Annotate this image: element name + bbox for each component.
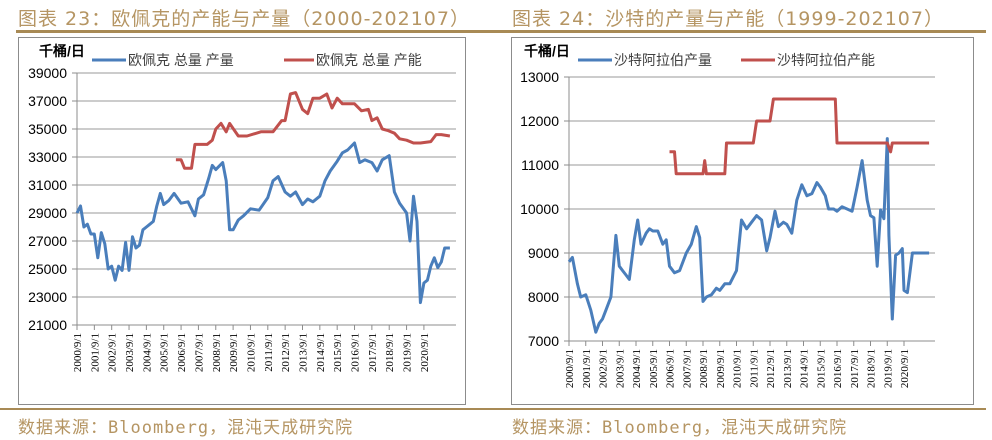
x-tick-label: 2019/9/1 (882, 349, 894, 388)
x-tick-label: 2013/9/1 (782, 349, 794, 388)
right-figure-title: 图表 24：沙特的产量与产能（1999-202107） (512, 8, 944, 30)
production-series-line (75, 141, 450, 305)
x-tick-label: 2009/9/1 (715, 349, 727, 388)
left-figure-panel: 图表 23：欧佩克的产能与产量（2000-202107） 21000 23000 2… (0, 8, 496, 438)
left-source-divider (0, 408, 496, 410)
x-tick-label: 2017/9/1 (849, 349, 861, 388)
x-tick-label: 2017/9/1 (367, 333, 379, 372)
x-tick-label: 2000/9/1 (72, 333, 84, 372)
x-tick-label: 2014/9/1 (315, 333, 327, 372)
x-tick-label: 2012/9/1 (765, 349, 777, 388)
x-tick-label: 2010/9/1 (732, 349, 744, 388)
left-title-divider (16, 30, 496, 33)
x-tick-label: 2008/9/1 (211, 333, 223, 372)
saudi-chart-canvas: 7000 8000 9000 10000 11000 12000 13000 2000/9/1… (520, 43, 935, 388)
saudi-chart: 7000 8000 9000 10000 11000 12000 13000 2000/9/1… (511, 37, 974, 405)
left-source-note: 数据来源：Bloomberg，混沌天成研究院 (18, 418, 354, 438)
x-tick-label: 2000/9/1 (564, 349, 576, 388)
unit-label: 千桶/日 (39, 43, 85, 59)
y-tick-label: 33000 (28, 149, 67, 165)
capacity-series-line (175, 91, 451, 170)
capacity-series-line (669, 97, 930, 176)
x-tick-label: 2004/9/1 (141, 333, 153, 372)
x-tick-label: 2011/9/1 (748, 349, 760, 388)
right-source-note: 数据来源：Bloomberg，混沌天成研究院 (512, 418, 848, 438)
x-tick-label: 2003/9/1 (124, 333, 136, 372)
y-tick-label: 27000 (28, 233, 67, 249)
x-tick-label: 2019/9/1 (402, 333, 414, 372)
x-tick-label: 2013/9/1 (297, 333, 309, 372)
x-tick-label: 2011/9/1 (263, 333, 275, 372)
x-tick-label: 2003/9/1 (614, 349, 626, 388)
x-tick-label: 2012/9/1 (280, 333, 292, 372)
x-tick-label: 2001/9/1 (581, 349, 593, 388)
y-tick-label: 13000 (520, 69, 559, 85)
x-tick-label: 2015/9/1 (815, 349, 827, 388)
x-tick-label: 2005/9/1 (648, 349, 660, 388)
left-figure-title: 图表 23：欧佩克的产能与产量（2000-202107） (18, 8, 470, 30)
legend-capacity-label: 沙特阿拉伯产能 (777, 52, 875, 68)
y-tick-label: 29000 (28, 205, 67, 221)
y-tick-label: 35000 (28, 121, 67, 137)
x-tick-label: 2007/9/1 (681, 349, 693, 388)
y-tick-label: 25000 (28, 261, 67, 277)
x-tick-label: 2016/9/1 (350, 333, 362, 372)
x-tick-label: 2002/9/1 (107, 333, 119, 372)
x-tick-label: 2004/9/1 (631, 349, 643, 388)
right-figure-panel: 图表 24：沙特的产量与产能（1999-202107） 7000 8000 9000… (496, 0, 992, 440)
x-tick-label: 2008/9/1 (698, 349, 710, 388)
y-tick-label: 39000 (28, 65, 67, 81)
y-tick-label: 31000 (28, 177, 67, 193)
y-tick-label: 21000 (28, 317, 67, 333)
x-tick-label: 2007/9/1 (193, 333, 205, 372)
x-tick-label: 2018/9/1 (384, 333, 396, 372)
x-tick-label: 2014/9/1 (799, 349, 811, 388)
y-tick-label: 8000 (528, 289, 559, 305)
y-tick-label: 37000 (28, 93, 67, 109)
x-tick-label: 2006/9/1 (665, 349, 677, 388)
x-tick-label: 2020/9/1 (419, 333, 431, 372)
x-tick-label: 2020/9/1 (899, 349, 911, 388)
opec-chart: 21000 23000 25000 27000 29000 31000 33000 35000… (18, 37, 466, 405)
right-title-divider (496, 30, 986, 33)
x-tick-label: 2009/9/1 (228, 333, 240, 372)
production-series-line (567, 137, 930, 334)
x-tick-label: 2006/9/1 (176, 333, 188, 372)
x-tick-label: 2005/9/1 (159, 333, 171, 372)
x-tick-label: 2016/9/1 (832, 349, 844, 388)
right-source-divider (496, 408, 986, 410)
x-tick-label: 2015/9/1 (332, 333, 344, 372)
legend-capacity-label: 欧佩克 总量 产能 (316, 52, 422, 68)
x-tick-label: 2010/9/1 (245, 333, 257, 372)
y-tick-label: 10000 (520, 201, 559, 217)
unit-label: 千桶/日 (524, 43, 570, 59)
y-tick-label: 9000 (528, 245, 559, 261)
y-tick-label: 7000 (528, 333, 559, 349)
y-tick-label: 11000 (521, 157, 559, 173)
y-tick-label: 12000 (520, 113, 559, 129)
x-tick-label: 2018/9/1 (866, 349, 878, 388)
x-tick-label: 2002/9/1 (598, 349, 610, 388)
x-tick-label: 2001/9/1 (89, 333, 101, 372)
opec-chart-canvas: 21000 23000 25000 27000 29000 31000 33000 35000… (28, 43, 456, 372)
legend-production-label: 欧佩克 总量 产量 (128, 52, 234, 68)
legend-production-label: 沙特阿拉伯产量 (614, 52, 712, 68)
y-tick-label: 23000 (28, 289, 67, 305)
